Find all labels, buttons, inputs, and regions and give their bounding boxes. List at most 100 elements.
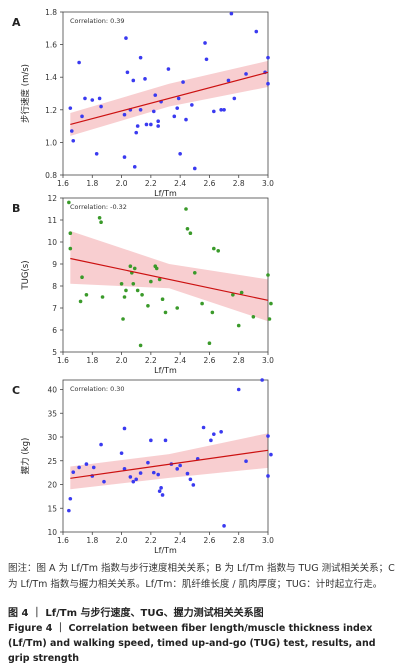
- panel-c-ytick-label: 30: [47, 433, 57, 442]
- panel-b-data-point: [119, 282, 124, 286]
- panel-b-xtick-label: 2.0: [116, 356, 128, 365]
- panel-c-ytick-label: 10: [47, 528, 57, 537]
- panel-c-xtick-label: 2.2: [145, 536, 157, 545]
- panel-c-data-point: [188, 477, 193, 482]
- panel-b-data-point: [188, 231, 193, 235]
- panel-c-data-point: [201, 425, 206, 430]
- panel-a-xtick-label: 1.6: [57, 179, 69, 188]
- panel-a-ytick-label: 1.0: [45, 138, 57, 147]
- panel-a-ytick-label: 1.8: [45, 8, 57, 17]
- panel-a-regression-line: [70, 71, 269, 126]
- panel-b-data-point: [99, 220, 103, 224]
- panel-b-correlation-annotation: Correlation: -0.32: [70, 203, 127, 211]
- panel-c-data-point: [212, 432, 216, 436]
- panel-c-xtick-label: 2.4: [174, 536, 186, 545]
- panel-b-xtick-label: 1.6: [57, 356, 69, 365]
- panel-b-data-point: [212, 246, 216, 251]
- panel-c-data-point: [102, 479, 106, 484]
- panel-c-xtick-label: 2.6: [203, 536, 215, 545]
- panel-c-data-point: [266, 434, 270, 438]
- panel-b-ylabel: TUG(s): [21, 260, 31, 290]
- panel-a-data-point: [124, 36, 128, 40]
- panel-b-data-point: [68, 246, 73, 251]
- panel-a-data-point: [172, 114, 177, 119]
- panel-c-regression-line: [70, 449, 269, 479]
- panel-b-xtick-label: 2.2: [145, 356, 157, 365]
- panel-b-data-point: [132, 266, 137, 271]
- panel-a-data-point: [254, 29, 259, 34]
- panel-a-data-point: [151, 109, 156, 114]
- panel-a-xtick-label: 2.2: [145, 179, 157, 188]
- panel-a-data-point: [204, 57, 209, 62]
- panel-c-data-point: [236, 387, 241, 392]
- panel-c-plot-frame: [62, 379, 269, 533]
- panel-a-ytick-label: 1.2: [45, 106, 57, 115]
- panel-c-data-point: [149, 438, 153, 443]
- panel-a-data-point: [143, 77, 147, 81]
- panel-a-data-point: [122, 155, 127, 159]
- panel-b-data-point: [266, 273, 270, 277]
- panel-c-data-point: [222, 524, 226, 528]
- panel-c-data-point: [138, 471, 143, 475]
- panel-c-ytick-label: 25: [47, 457, 57, 466]
- panel-b-xtick-label: 2.4: [174, 356, 186, 365]
- panel-a-data-point: [192, 166, 197, 171]
- panel-b-xtick-label: 1.8: [86, 356, 98, 365]
- panel-b-xtick-label: 3.0: [262, 356, 274, 365]
- panel-c-data-point: [159, 486, 163, 490]
- panel-b-data-point: [154, 266, 159, 271]
- panel-a-data-point: [156, 124, 160, 128]
- panel-b-data-point: [192, 271, 197, 275]
- panel-a-data-point: [190, 103, 194, 107]
- panel-b-label: B: [12, 202, 20, 215]
- panel-c-data-point: [122, 426, 127, 431]
- panel-b-ytick-label: 9: [52, 260, 57, 269]
- panel-b-data-point: [236, 323, 241, 328]
- panel-c-data-point: [157, 489, 162, 493]
- panel-b-data-point: [80, 275, 84, 280]
- panel-b-data-point: [131, 282, 136, 286]
- panel-a-label: A: [12, 16, 21, 29]
- panel-b-ytick-label: 10: [47, 238, 57, 247]
- panel-c-data-point: [71, 470, 76, 474]
- panel-c-data-point: [269, 452, 273, 457]
- panel-a-data-point: [166, 67, 171, 71]
- panel-b-data-point: [138, 343, 143, 348]
- panel-c-data-point: [68, 496, 73, 501]
- panel-c-xtick-label: 1.6: [57, 536, 69, 545]
- panel-b-data-point: [78, 299, 83, 304]
- panel-a-data-point: [122, 112, 127, 117]
- panel-a-xtick-label: 1.8: [86, 179, 98, 188]
- panel-c-data-point: [99, 442, 103, 447]
- panel-a-ytick-label: 1.4: [45, 73, 57, 82]
- panel-b-ytick-label: 6: [52, 326, 57, 335]
- panel-a-ytick-label: 1.6: [45, 41, 57, 50]
- panel-b-ytick-label: 12: [47, 194, 57, 203]
- panel-c-data-point: [244, 459, 248, 464]
- panel-a-data-point: [77, 60, 81, 65]
- panel-a-xlabel: Lf/Tm: [154, 189, 177, 198]
- panel-a-data-point: [144, 122, 149, 127]
- panel-b-data-point: [163, 310, 168, 315]
- panel-c-ytick-label: 15: [47, 504, 57, 513]
- panel-c-data-point: [191, 483, 196, 487]
- panel-b-data-point: [157, 277, 162, 282]
- panel-a-data-point: [203, 41, 207, 45]
- panel-a-data-point: [178, 152, 182, 156]
- panel-a-data-point: [184, 117, 188, 122]
- panel-c-data-point: [67, 508, 71, 513]
- panel-b-data-point: [84, 293, 89, 297]
- panel-a-data-point: [219, 108, 223, 112]
- panel-c-data-point: [151, 470, 156, 475]
- panel-a-data-point: [125, 70, 130, 75]
- panel-b-data-point: [184, 207, 188, 211]
- panel-a-data-point: [138, 55, 143, 60]
- panel-b-data-point: [200, 301, 204, 306]
- panel-b-ytick-label: 5: [52, 348, 57, 357]
- panel-a-data-point: [149, 122, 153, 127]
- panel-b-data-point: [231, 293, 235, 297]
- panel-a-data-point: [99, 104, 103, 109]
- panel-b-data-point: [67, 200, 71, 205]
- figure-title-cn: 图 4 ｜ Lf/Tm 与步行速度、TUG、握力测试相关关系图: [8, 608, 264, 619]
- panel-c-data-point: [160, 493, 165, 497]
